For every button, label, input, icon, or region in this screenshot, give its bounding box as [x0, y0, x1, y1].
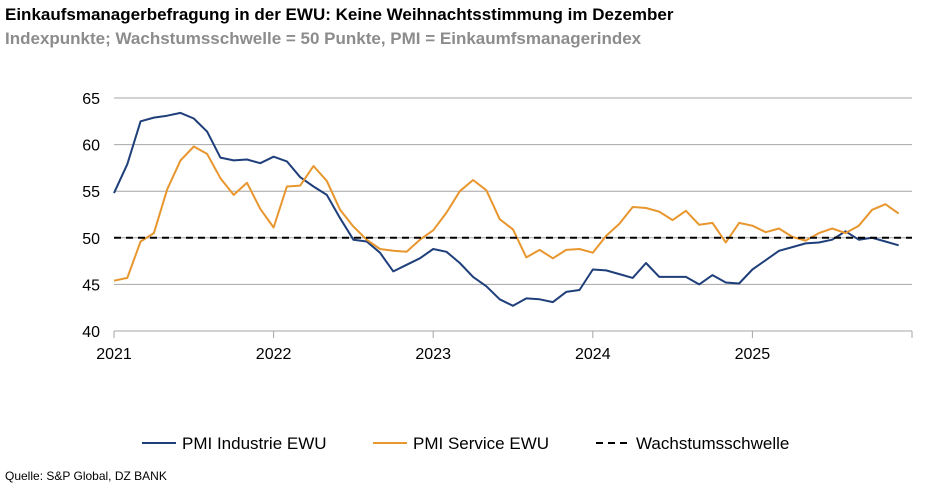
- x-tick-label: 2021: [96, 346, 132, 363]
- source-note: Quelle: S&P Global, DZ BANK: [5, 469, 167, 483]
- x-tick-label: 2023: [415, 346, 451, 363]
- legend: PMI Industrie EWU PMI Service EWU Wachstum…: [142, 434, 789, 453]
- y-tick-label: 55: [82, 184, 100, 201]
- x-tick-label: 2022: [256, 346, 292, 363]
- y-tick-label: 40: [82, 324, 100, 341]
- y-tick-label: 50: [82, 231, 100, 248]
- y-tick-label: 65: [82, 91, 100, 108]
- y-tick-label: 45: [82, 277, 100, 294]
- legend-label: PMI Industrie EWU: [182, 434, 327, 453]
- x-tick-label: 2024: [575, 346, 611, 363]
- series-line-industrie: [113, 111, 899, 307]
- legend-label: PMI Service EWU: [413, 434, 549, 453]
- chart-title: Einkaufsmanagerbefragung in der EWU: Kei…: [5, 5, 674, 24]
- y-tick-label: 60: [82, 138, 100, 155]
- series-line-service: [113, 145, 900, 282]
- chart-subtitle: Indexpunkte; Wachstumsschwelle = 50 Punk…: [5, 29, 642, 48]
- legend-label: Wachstumsschwelle: [636, 434, 789, 453]
- x-tick-label: 2025: [735, 346, 771, 363]
